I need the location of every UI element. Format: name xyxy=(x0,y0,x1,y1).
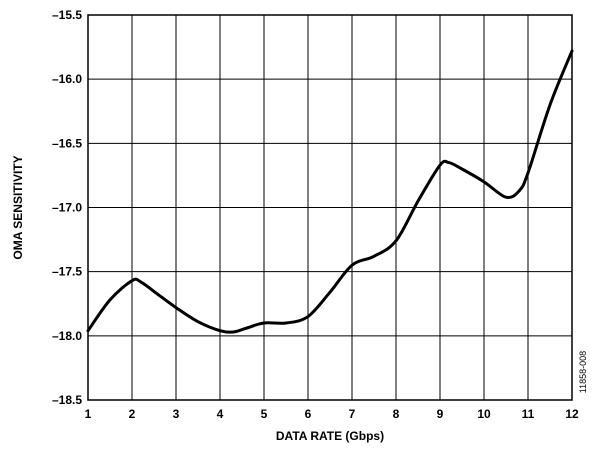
x-tick-label-7: 7 xyxy=(349,407,356,421)
x-tick-label-8: 8 xyxy=(393,407,400,421)
x-tick-label-1: 1 xyxy=(85,407,92,421)
grid-lines xyxy=(87,14,573,401)
y-tick-label-6: –18.5 xyxy=(52,393,82,407)
y-tick-label-1: –16.0 xyxy=(52,72,82,86)
x-tick-label-3: 3 xyxy=(173,407,180,421)
x-tick-label-5: 5 xyxy=(261,407,268,421)
y-tick-label-4: –17.5 xyxy=(52,265,82,279)
x-axis-title: DATA RATE (Gbps) xyxy=(276,429,384,443)
x-tick-label-11: 11 xyxy=(522,407,535,421)
x-tick-label-9: 9 xyxy=(437,407,444,421)
x-tick-label-6: 6 xyxy=(305,407,312,421)
y-tick-label-0: –15.5 xyxy=(52,8,82,22)
y-tick-label-3: –17.0 xyxy=(52,201,82,215)
x-tick-label-10: 10 xyxy=(477,407,491,421)
plot-frame xyxy=(87,14,573,401)
x-tick-label-2: 2 xyxy=(129,407,136,421)
series-layer xyxy=(86,49,574,334)
series-line-0 xyxy=(86,49,574,334)
y-tick-label-2: –16.5 xyxy=(52,136,82,150)
plot-border xyxy=(87,14,573,401)
y-tick-labels: –15.5 –16.0 –16.5 –17.0 –17.5 –18.0 –18.5 xyxy=(52,8,82,407)
y-axis-title: OMA SENSITIVITY xyxy=(11,155,25,259)
x-tick-labels: 1 2 3 4 5 6 7 8 9 10 11 12 xyxy=(85,407,579,421)
y-tick-label-5: –18.0 xyxy=(52,329,82,343)
figure-id: 11858-008 xyxy=(578,351,588,393)
x-tick-label-12: 12 xyxy=(565,407,579,421)
x-tick-label-4: 4 xyxy=(217,407,224,421)
